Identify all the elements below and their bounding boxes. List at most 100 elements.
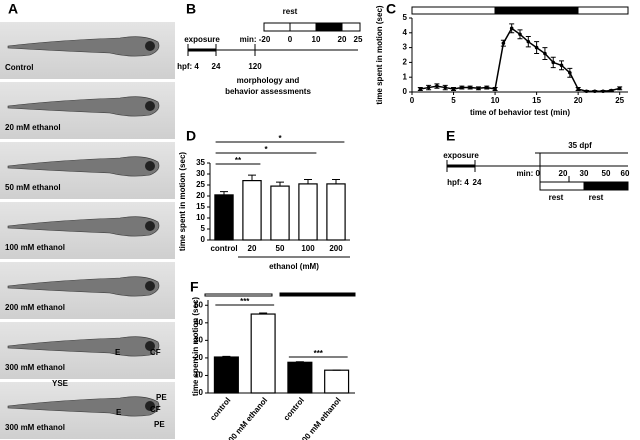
fish-label: 20 mM ethanol	[5, 123, 61, 132]
rest-label: rest	[549, 193, 564, 202]
fish-label: 300 mM ethanol	[5, 423, 65, 432]
y-tick-label: 30	[196, 169, 205, 178]
point	[534, 45, 539, 50]
point	[435, 84, 439, 88]
rest-label: rest	[589, 193, 604, 202]
hpf-label: 24	[473, 178, 482, 187]
bar	[324, 369, 350, 394]
error-bar	[332, 179, 340, 184]
point	[468, 85, 472, 90]
point	[601, 89, 605, 94]
x-tick-label: 0	[410, 96, 415, 105]
min-label: 25	[354, 35, 363, 44]
significance-label: ***	[240, 297, 250, 306]
bar	[213, 356, 239, 394]
fish-label: 100 mM ethanol	[5, 243, 65, 252]
error-bar	[222, 355, 231, 358]
point	[559, 63, 564, 68]
bar	[270, 185, 290, 241]
fish-eye	[145, 341, 155, 351]
x-tick-label: 25	[615, 96, 624, 105]
y-tick-label: 2	[403, 58, 408, 67]
fish-eye	[145, 101, 155, 111]
y-tick-label: 0	[201, 235, 206, 244]
y-tick-label: 0	[199, 388, 204, 397]
fish	[7, 216, 160, 237]
y-tick-label: 10	[194, 371, 203, 380]
min-label: min: 0	[516, 169, 540, 178]
point	[451, 87, 456, 91]
x-tick-label: control	[208, 396, 232, 423]
bar	[287, 361, 313, 394]
x-tick-label: control	[210, 244, 237, 253]
point	[609, 88, 614, 93]
fish	[7, 276, 160, 297]
annotation: PE	[156, 393, 167, 402]
exposure-label: exposure	[184, 35, 220, 44]
annotation: E	[116, 408, 122, 417]
fish-label: Control	[5, 63, 33, 72]
fish	[7, 396, 160, 417]
significance-label: *	[264, 145, 268, 154]
hpf-label: hpf: 4	[177, 62, 199, 71]
panel-letter: B	[186, 1, 196, 17]
bar	[298, 183, 318, 241]
hpf-label: 120	[248, 62, 262, 71]
point	[509, 26, 514, 31]
error-bar	[220, 191, 228, 195]
panel-letter: F	[190, 279, 199, 295]
y-axis-label: time spent in motion (sec)	[178, 152, 187, 251]
point	[484, 85, 489, 90]
note: morphology and	[237, 76, 300, 85]
fish-label: 200 mM ethanol	[5, 303, 65, 312]
y-tick-label: 1	[403, 72, 408, 81]
point	[592, 89, 597, 94]
panel-f-condition-bars	[204, 292, 356, 297]
fish-eye	[145, 401, 155, 411]
y-tick-label: 20	[194, 353, 203, 362]
point	[543, 51, 547, 56]
x-tick-label: 5	[451, 96, 456, 105]
panel-letter: E	[446, 128, 455, 144]
point	[526, 39, 531, 44]
significance-label: ***	[314, 349, 324, 358]
error-bar	[248, 174, 256, 181]
min-label: 60	[621, 169, 630, 178]
point	[617, 86, 622, 91]
y-tick-label: 5	[403, 13, 408, 22]
x-tick-label: 50	[276, 244, 285, 253]
panel-c-rest-bar	[411, 6, 629, 15]
min-label: 20	[559, 169, 568, 178]
significance-label: **	[235, 156, 242, 165]
y-tick-label: 20	[196, 191, 205, 200]
min-label: 50	[602, 169, 611, 178]
point	[551, 60, 556, 65]
bar	[326, 183, 346, 241]
x-tick-label: 15	[532, 96, 541, 105]
fish	[7, 36, 160, 57]
fish-eye	[145, 41, 155, 51]
rest-label: rest	[283, 7, 298, 16]
annotation: E	[115, 348, 121, 357]
y-tick-label: 30	[194, 335, 203, 344]
point	[518, 32, 522, 37]
error-bar	[295, 361, 304, 363]
y-tick-label: 40	[194, 318, 203, 327]
panel-letter: A	[8, 1, 18, 17]
y-axis-label: time spent in motion (sec)	[191, 297, 200, 396]
y-tick-label: 50	[194, 300, 203, 309]
point	[576, 87, 580, 91]
point	[418, 87, 423, 91]
error-bar	[259, 312, 268, 315]
y-tick-label: 10	[196, 213, 205, 222]
dpf-label: 35 dpf	[568, 141, 592, 150]
fish	[7, 156, 160, 177]
point	[476, 86, 481, 91]
panel-b-timeline	[187, 22, 361, 56]
fish	[7, 96, 160, 117]
point	[493, 87, 497, 91]
y-tick-label: 0	[403, 87, 408, 96]
point	[460, 85, 464, 90]
fish-eye	[145, 281, 155, 291]
